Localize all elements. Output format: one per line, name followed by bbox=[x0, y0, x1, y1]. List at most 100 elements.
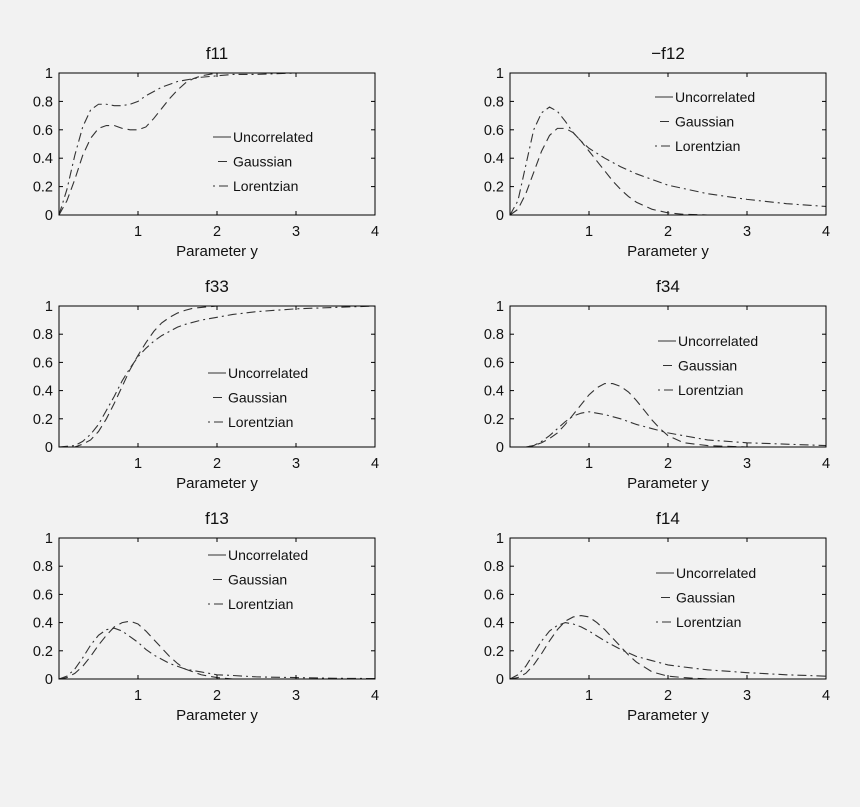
legend-label-uncorrelated: Uncorrelated bbox=[676, 565, 756, 581]
plot-title: f13 bbox=[205, 509, 229, 528]
y-tick-label: 0.6 bbox=[33, 123, 53, 139]
x-axis-label: Parameter y bbox=[176, 707, 258, 724]
y-tick-label: 0.4 bbox=[484, 616, 504, 632]
y-tick-label: 1 bbox=[496, 66, 504, 82]
series-line-gaussian bbox=[510, 383, 826, 448]
y-tick-label: 1 bbox=[45, 531, 53, 547]
y-tick-label: 0 bbox=[45, 672, 53, 688]
x-tick-label: 2 bbox=[664, 224, 672, 240]
y-tick-label: 0.8 bbox=[33, 327, 53, 343]
legend: Uncorrelated Gaussian Lorentzian bbox=[658, 333, 758, 398]
y-tick-label: 0 bbox=[496, 208, 504, 224]
chart-panel-3: 0 0.2 0.4 0.6 0.8 1 1 2 3 4 f33 Parameter y Uncorrel… bbox=[33, 277, 379, 492]
y-tick-label: 1 bbox=[45, 299, 53, 315]
x-axis-label: Parameter y bbox=[627, 707, 709, 724]
x-tick-label: 4 bbox=[371, 688, 379, 704]
series-line-gaussian bbox=[58, 620, 375, 680]
y-tick-label: 0.6 bbox=[484, 123, 504, 139]
axes-frame bbox=[58, 72, 376, 216]
y-tick-label: 0 bbox=[45, 208, 53, 224]
legend-label-lorentzian: Lorentzian bbox=[678, 382, 743, 398]
legend-label-uncorrelated: Uncorrelated bbox=[233, 129, 313, 145]
series-line-lorentzian bbox=[58, 72, 375, 216]
y-tick-label: 1 bbox=[496, 299, 504, 315]
y-tick-label: 0.2 bbox=[33, 644, 53, 660]
y-tick-label: 0.8 bbox=[484, 94, 504, 110]
chart-panel-5: 0 0.2 0.4 0.6 0.8 1 1 2 3 4 f13 Parameter y Uncorrel… bbox=[33, 509, 379, 724]
y-tick-label: 0.8 bbox=[33, 94, 53, 110]
y-tick-label: 0.6 bbox=[33, 355, 53, 371]
x-axis-label: Parameter y bbox=[176, 243, 258, 260]
x-tick-label: 4 bbox=[822, 456, 830, 472]
series-line-lorentzian bbox=[509, 622, 827, 680]
y-tick-label: 0.2 bbox=[33, 180, 53, 196]
x-tick-label: 1 bbox=[585, 224, 593, 240]
legend-label-lorentzian: Lorentzian bbox=[233, 178, 298, 194]
x-tick-label: 1 bbox=[585, 456, 593, 472]
x-tick-label: 2 bbox=[213, 456, 221, 472]
x-tick-label: 3 bbox=[743, 224, 751, 240]
x-tick-label: 1 bbox=[134, 224, 142, 240]
legend: Uncorrelated Gaussian Lorentzian bbox=[656, 565, 756, 630]
legend-label-uncorrelated: Uncorrelated bbox=[675, 89, 755, 105]
plot-title: f11 bbox=[206, 44, 228, 63]
x-tick-label: 3 bbox=[292, 688, 300, 704]
y-tick-label: 0.2 bbox=[33, 412, 53, 428]
legend-label-lorentzian: Lorentzian bbox=[675, 138, 740, 154]
series-line-lorentzian bbox=[58, 627, 376, 680]
series-line-lorentzian bbox=[510, 411, 827, 448]
y-tick-label: 0.4 bbox=[484, 151, 504, 167]
legend-label-gaussian: Gaussian bbox=[228, 390, 287, 406]
x-tick-label: 2 bbox=[213, 688, 221, 704]
y-tick-label: 0.4 bbox=[33, 616, 53, 632]
y-tick-label: 1 bbox=[45, 66, 53, 82]
y-tick-label: 0.2 bbox=[484, 412, 504, 428]
x-axis-label: Parameter y bbox=[627, 475, 709, 492]
x-tick-label: 4 bbox=[371, 456, 379, 472]
x-tick-label: 3 bbox=[743, 456, 751, 472]
legend-label-lorentzian: Lorentzian bbox=[676, 614, 741, 630]
legend-label-uncorrelated: Uncorrelated bbox=[228, 547, 308, 563]
y-tick-label: 0.4 bbox=[484, 384, 504, 400]
plot-title: f14 bbox=[656, 509, 680, 528]
x-axis-label: Parameter y bbox=[176, 475, 258, 492]
legend-label-uncorrelated: Uncorrelated bbox=[228, 365, 308, 381]
legend-label-gaussian: Gaussian bbox=[675, 114, 734, 130]
series-line-gaussian bbox=[509, 127, 826, 216]
axes-frame bbox=[509, 537, 827, 680]
x-tick-label: 4 bbox=[822, 688, 830, 704]
axes-frame bbox=[509, 72, 827, 216]
axes-frame bbox=[58, 537, 376, 680]
legend: Uncorrelated Gaussian Lorentzian bbox=[208, 365, 308, 430]
legend: Uncorrelated Gaussian Lorentzian bbox=[208, 547, 308, 612]
chart-panel-4: 0 0.2 0.4 0.6 0.8 1 1 2 3 4 f34 Parameter y Uncorrel… bbox=[484, 277, 830, 492]
y-tick-label: 0.6 bbox=[484, 355, 504, 371]
y-tick-label: 0.2 bbox=[484, 644, 504, 660]
legend-label-gaussian: Gaussian bbox=[228, 572, 287, 588]
x-tick-label: 1 bbox=[585, 688, 593, 704]
x-axis-label: Parameter y bbox=[627, 243, 709, 260]
legend-label-uncorrelated: Uncorrelated bbox=[678, 333, 758, 349]
x-tick-label: 3 bbox=[292, 456, 300, 472]
chart-panel-6: 0 0.2 0.4 0.6 0.8 1 1 2 3 4 f14 Parameter y Uncorrel… bbox=[484, 509, 830, 724]
chart-panel-2: 0 0.2 0.4 0.6 0.8 1 1 2 3 4 −f12 Parameter y Uncorre… bbox=[484, 44, 830, 260]
y-tick-label: 0.2 bbox=[484, 180, 504, 196]
y-tick-label: 0.4 bbox=[33, 384, 53, 400]
plot-title: −f12 bbox=[651, 44, 685, 63]
x-tick-label: 2 bbox=[664, 688, 672, 704]
x-tick-label: 2 bbox=[664, 456, 672, 472]
plot-title: f34 bbox=[656, 277, 680, 296]
x-tick-label: 1 bbox=[134, 688, 142, 704]
series-line-gaussian bbox=[58, 72, 375, 216]
legend: Uncorrelated Gaussian Lorentzian bbox=[655, 89, 755, 154]
series-line-gaussian bbox=[509, 614, 826, 680]
legend-label-lorentzian: Lorentzian bbox=[228, 596, 293, 612]
series-line-lorentzian bbox=[58, 305, 376, 448]
x-tick-label: 1 bbox=[134, 456, 142, 472]
plot-title: f33 bbox=[205, 277, 229, 296]
x-tick-label: 3 bbox=[292, 224, 300, 240]
y-tick-label: 0.6 bbox=[484, 587, 504, 603]
legend: Uncorrelated Gaussian Lorentzian bbox=[213, 129, 313, 194]
legend-label-gaussian: Gaussian bbox=[233, 154, 292, 170]
